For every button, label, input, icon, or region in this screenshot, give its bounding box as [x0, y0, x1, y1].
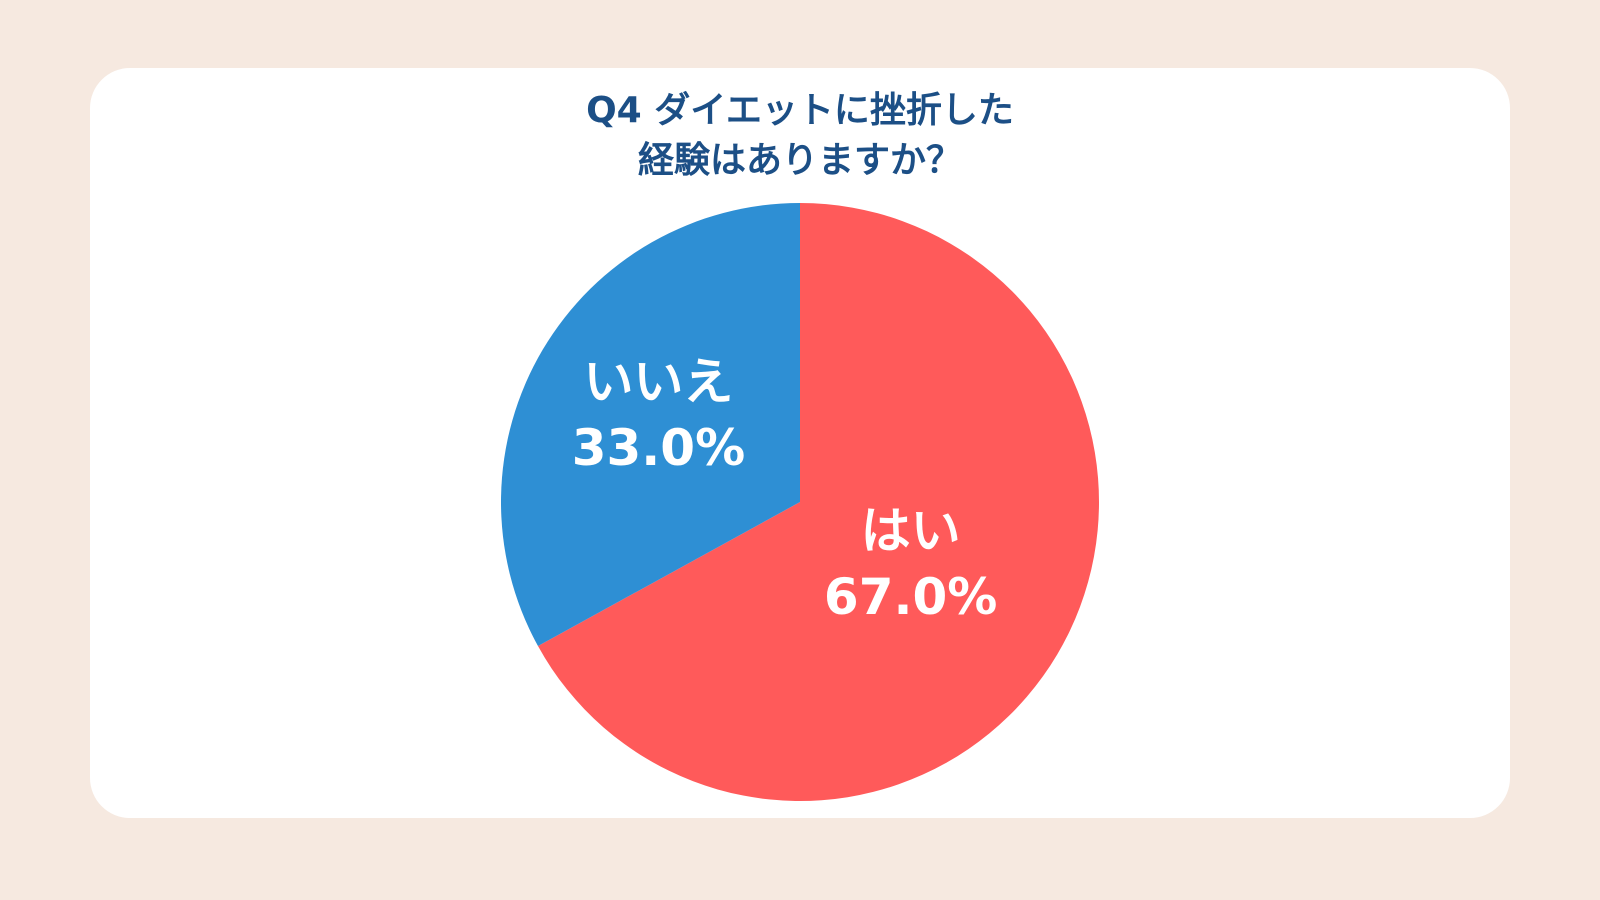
- chart-title: 経験はありますか？: [638, 140, 962, 181]
- pie-slice: [537, 203, 1100, 801]
- slice-value-label: 67.0%: [824, 568, 997, 626]
- slice-category-label: いいえ: [583, 353, 733, 411]
- pie-slice: [501, 203, 800, 647]
- chart-title: Q4 ダイエットに挫折した: [586, 90, 1014, 131]
- slice-category-label: はい: [861, 502, 961, 560]
- slice-value-label: 33.0%: [572, 419, 745, 477]
